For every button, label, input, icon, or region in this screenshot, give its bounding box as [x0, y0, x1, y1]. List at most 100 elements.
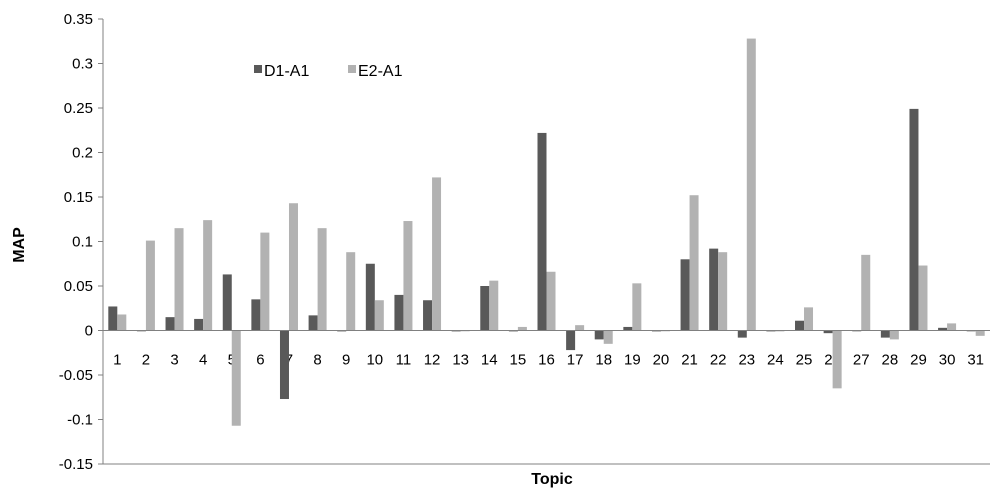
x-tick-label: 21: [681, 352, 698, 369]
bar-d1-a1-topic-11: [394, 294, 404, 331]
x-tick-label: 16: [538, 352, 555, 369]
bar-e2-a1-topic-10: [374, 300, 384, 331]
bar-e2-a1-topic-18: [603, 330, 613, 344]
legend: D1-A1 E2-A1: [254, 63, 403, 80]
bar-d1-a1-topic-19: [623, 326, 633, 331]
x-tick-label: 30: [939, 352, 956, 369]
x-tick-label: 12: [424, 352, 441, 369]
bar-d1-a1-topic-6: [251, 299, 261, 331]
legend-label-e2-a1: E2-A1: [358, 63, 403, 80]
x-tick-label: 13: [452, 352, 469, 369]
legend-label-d1-a1: D1-A1: [264, 63, 309, 80]
bar-e2-a1-topic-7: [288, 203, 298, 331]
x-tick-label: 14: [481, 352, 498, 369]
x-tick-label: 23: [738, 352, 755, 369]
bar-e2-a1-topic-21: [689, 195, 699, 331]
x-tick-label: 29: [910, 352, 927, 369]
bar-e2-a1-topic-19: [632, 283, 642, 331]
x-tick-label: 27: [853, 352, 870, 369]
y-tick-label: -0.15: [59, 456, 93, 473]
bar-d1-a1-topic-17: [566, 330, 576, 351]
bar-d1-a1-topic-29: [909, 108, 919, 331]
x-tick-label: 17: [567, 352, 584, 369]
y-tick-label: 0.25: [64, 100, 93, 117]
y-tick-label: -0.1: [67, 412, 93, 429]
y-tick-label: 0.15: [64, 189, 93, 206]
bar-e2-a1-topic-3: [174, 228, 184, 331]
x-tick-label: 2: [142, 352, 150, 369]
bar-e2-a1-topic-28: [889, 330, 899, 340]
bar-d1-a1-topic-18: [594, 330, 604, 340]
bar-d1-a1-topic-3: [165, 317, 175, 331]
x-tick-label: 6: [256, 352, 264, 369]
bar-e2-a1-topic-30: [947, 323, 957, 331]
x-tick-label: 3: [170, 352, 178, 369]
x-tick-label: 20: [653, 352, 670, 369]
bar-d1-a1-topic-22: [709, 248, 719, 331]
bar-d1-a1-topic-1: [108, 306, 118, 331]
x-tick-label: 25: [796, 352, 813, 369]
bar-e2-a1-topic-14: [489, 280, 499, 331]
bar-d1-a1-topic-21: [680, 259, 690, 331]
bar-d1-a1-topic-7: [279, 330, 289, 400]
bar-e2-a1-topic-15: [517, 326, 527, 331]
bar-d1-a1-topic-12: [423, 300, 433, 331]
bar-d1-a1-topic-28: [880, 330, 890, 338]
x-tick-label: 22: [710, 352, 727, 369]
x-axis-ticks: 1234567891011121314151617181920212223242…: [113, 352, 984, 369]
bar-e2-a1-topic-1: [117, 314, 127, 331]
bar-e2-a1-topic-29: [918, 265, 928, 331]
bar-e2-a1-topic-12: [432, 177, 442, 331]
y-axis-ticks: 0.35 0.3 0.25 0.2 0.15 0.1 0.05 0 -0.05 -0.1 -0.15: [59, 11, 103, 473]
bar-d1-a1-topic-26: [823, 330, 833, 334]
bar-d1-a1-topic-23: [737, 330, 747, 338]
legend-swatch-d1-a1: [254, 65, 262, 73]
x-tick-label: 4: [199, 352, 207, 369]
x-tick-label: 1: [113, 352, 121, 369]
x-tick-label: 28: [882, 352, 899, 369]
x-tick-label: 9: [342, 352, 350, 369]
y-tick-label: 0.1: [72, 234, 93, 251]
y-axis-label: MAP: [11, 227, 28, 263]
bar-e2-a1-topic-5: [231, 330, 241, 426]
bar-e2-a1-topic-2: [145, 240, 155, 331]
x-tick-label: 8: [313, 352, 321, 369]
y-tick-label: -0.05: [59, 367, 93, 384]
bar-e2-a1-topic-4: [203, 220, 213, 331]
y-tick-label: 0: [85, 323, 93, 340]
bar-d1-a1-topic-5: [222, 274, 232, 331]
x-tick-label: 19: [624, 352, 641, 369]
y-tick-label: 0.05: [64, 278, 93, 295]
bar-e2-a1-topic-26: [832, 330, 842, 389]
y-tick-label: 0.3: [72, 56, 93, 73]
y-tick-label: 0.2: [72, 145, 93, 162]
bar-d1-a1-topic-8: [308, 315, 318, 331]
x-tick-label: 15: [510, 352, 527, 369]
x-tick-label: 11: [396, 352, 412, 369]
bar-e2-a1-topic-22: [718, 252, 728, 331]
bar-d1-a1-topic-14: [480, 286, 490, 331]
bar-e2-a1-topic-6: [260, 232, 270, 331]
bar-e2-a1-topic-27: [861, 254, 871, 331]
bar-d1-a1-topic-25: [795, 320, 805, 331]
bar-e2-a1-topic-9: [346, 252, 356, 331]
bar-d1-a1-topic-4: [194, 318, 204, 331]
bar-e2-a1-topic-17: [575, 325, 585, 331]
bar-e2-a1-topic-16: [546, 271, 556, 331]
bar-e2-a1-topic-8: [317, 228, 327, 331]
legend-swatch-e2-a1: [348, 65, 356, 73]
bar-e2-a1-topic-23: [746, 38, 756, 331]
x-tick-label: 10: [366, 352, 383, 369]
x-tick-label: 31: [967, 352, 984, 369]
y-tick-label: 0.35: [64, 11, 93, 28]
bar-d1-a1-topic-30: [938, 327, 948, 331]
x-tick-label: 18: [595, 352, 612, 369]
x-axis-label: Topic: [531, 471, 573, 488]
bar-e2-a1-topic-11: [403, 221, 413, 331]
bar-e2-a1-topic-31: [975, 330, 985, 336]
bar-d1-a1-topic-16: [537, 132, 547, 331]
x-tick-label: 24: [767, 352, 784, 369]
bar-d1-a1-topic-10: [365, 263, 375, 331]
bar-e2-a1-topic-25: [804, 307, 814, 331]
